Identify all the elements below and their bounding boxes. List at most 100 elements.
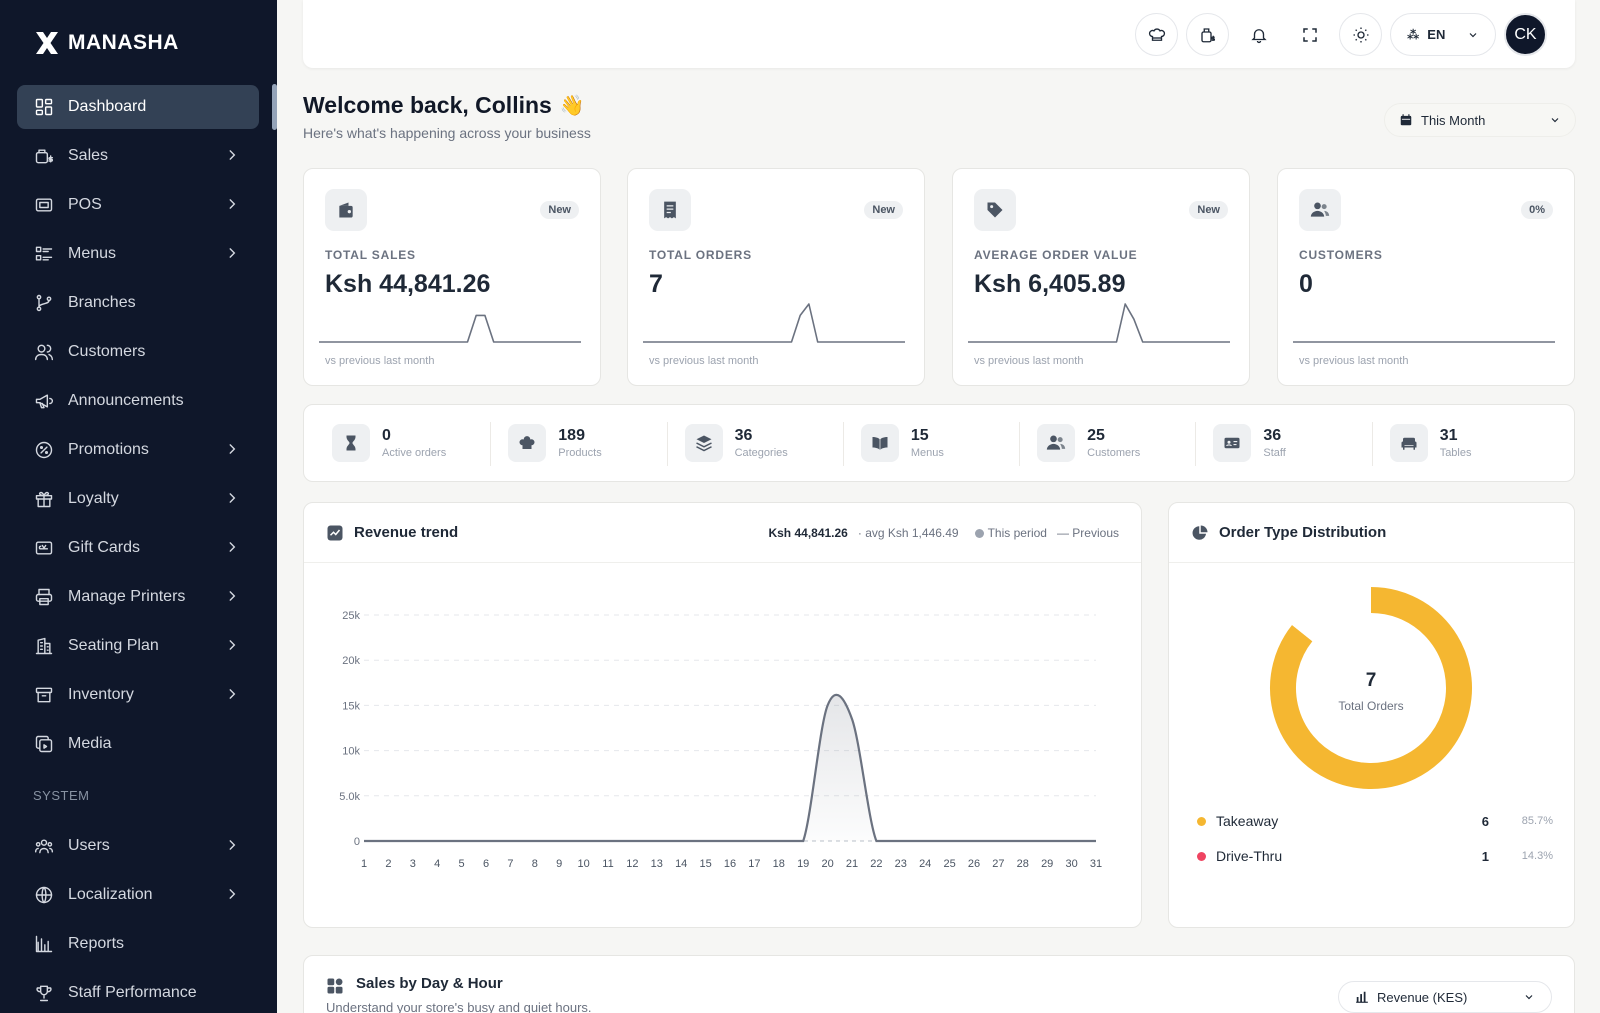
language-code: EN [1427,27,1446,42]
bar-chart-icon [1356,991,1368,1003]
sun-icon [1353,27,1368,42]
x-tick-label: 23 [895,858,907,870]
donut-center-value: 7 [1366,670,1377,691]
theme-toggle-button[interactable] [1339,13,1382,56]
legend-label: Takeaway [1216,813,1279,829]
brand-logo[interactable]: MANASHA [34,30,179,56]
dashboard-icon [33,96,55,118]
stat-label: Tables [1439,447,1472,459]
sidebar-item-sales[interactable]: Sales [17,134,259,178]
y-tick-label: 20k [342,655,360,667]
calendar-icon [1400,114,1412,126]
sidebar-item-label: Customers [68,343,146,360]
user-avatar[interactable]: CK [1504,13,1547,56]
media-icon [33,733,55,755]
x-tick-label: 24 [919,858,931,870]
stat-categories: 36 Categories [666,422,851,466]
sparkline-line [643,303,905,343]
chevron-right-icon [225,589,239,603]
x-tick-label: 2 [385,858,391,870]
kpi-footnote: vs previous last month [974,355,1084,367]
megaphone-icon [33,390,55,412]
sidebar-item-inventory[interactable]: Inventory [17,673,259,717]
x-tick-label: 7 [507,858,513,870]
stat-active-orders: 0 Active orders [322,424,498,462]
people-icon [1310,200,1330,220]
x-tick-label: 21 [846,858,858,870]
register-icon [1200,27,1215,42]
sidebar-item-gift-cards[interactable]: Gift Cards [17,526,259,570]
stat-value: 31 [1439,427,1458,444]
stat-value: 189 [558,427,585,444]
kpi-value: Ksh 6,405.89 [974,270,1126,298]
sidebar-item-manage-printers[interactable]: Manage Printers [17,575,259,619]
notifications-button[interactable] [1237,13,1280,56]
top-bar: ⁂ EN CK [303,0,1575,68]
order-type-panel: Order Type Distribution 7 Total Orders Ta… [1168,502,1575,928]
metric-selector[interactable]: Revenue (KES) [1338,981,1552,1013]
sidebar-item-menus[interactable]: Menus [17,232,259,276]
sidebar-item-pos[interactable]: POS [17,183,259,227]
kpi-value: 0 [1299,270,1313,298]
manasha-logo-icon [36,32,58,54]
printer-icon [33,586,55,608]
sidebar-item-promotions[interactable]: Promotions [17,428,259,472]
cash-register-button[interactable] [1186,13,1229,56]
stat-customers: 25 Customers [1019,422,1203,466]
stat-label: Categories [734,447,788,459]
stat-staff: 36 Staff [1195,422,1379,466]
x-tick-label: 25 [943,858,955,870]
sidebar-item-users[interactable]: Users [17,824,259,868]
sidebar-scrollbar[interactable] [272,84,277,130]
x-tick-label: 26 [968,858,980,870]
sidebar-item-staff-performance[interactable]: Staff Performance [17,971,259,1013]
stat-icon-box [1037,424,1076,462]
chevron-right-icon [225,638,239,652]
stat-icon-box [860,424,899,462]
chevron-right-icon [225,540,239,554]
sidebar-item-branches[interactable]: Branches [17,281,259,325]
period-selector[interactable]: This Month [1384,103,1576,137]
language-selector[interactable]: ⁂ EN [1390,13,1496,56]
kpi-card-total-orders: New TOTAL ORDERS 7 vs previous last month [627,168,925,386]
sidebar-item-dashboard[interactable]: Dashboard [17,85,259,129]
sidebar-item-announcements[interactable]: Announcements [17,379,259,423]
x-tick-label: 29 [1041,858,1053,870]
chevron-right-icon [225,197,239,211]
x-tick-label: 8 [532,858,538,870]
legend-item-drive-thru[interactable]: Drive-Thru 1 14.3% [1197,848,1553,864]
sidebar-item-media[interactable]: Media [17,722,259,766]
x-tick-label: 27 [992,858,1004,870]
x-tick-label: 31 [1090,858,1102,870]
chevron-right-icon [225,148,239,162]
sales-icon [33,145,55,167]
order-type-title: Order Type Distribution [1219,524,1387,541]
donut-slice-drive-thru[interactable] [1292,587,1372,642]
order-type-donut: 7 Total Orders [1270,587,1472,789]
legend-item-takeaway[interactable]: Takeaway 6 85.7% [1197,813,1553,829]
sidebar: MANASHA Dashboard Sales POS Menus Branches Cu… [0,0,277,1013]
legend-count: 6 [1481,813,1489,829]
stat-value: 0 [382,427,391,444]
kpi-label: CUSTOMERS [1299,248,1383,262]
chevron-down-icon [1469,32,1477,37]
x-tick-label: 19 [797,858,809,870]
donut-slice-takeaway[interactable] [1270,587,1472,789]
sidebar-item-label: Dashboard [68,98,147,115]
sidebar-item-loyalty[interactable]: Loyalty [17,477,259,521]
x-tick-label: 18 [773,858,785,870]
sidebar-item-label: Localization [68,886,153,903]
x-tick-label: 16 [724,858,736,870]
kpi-footnote: vs previous last month [325,355,435,367]
sidebar-item-reports[interactable]: Reports [17,922,259,966]
chevron-right-icon [225,838,239,852]
stat-label: Products [558,447,602,459]
sidebar-item-customers[interactable]: Customers [17,330,259,374]
sidebar-nav: Dashboard Sales POS Menus Branches Customers A… [17,85,259,1013]
chef-hat-button[interactable] [1135,13,1178,56]
sidebar-item-localization[interactable]: Localization [17,873,259,917]
x-tick-label: 4 [434,858,440,870]
sidebar-item-seating-plan[interactable]: Seating Plan [17,624,259,668]
fullscreen-button[interactable] [1288,13,1331,56]
